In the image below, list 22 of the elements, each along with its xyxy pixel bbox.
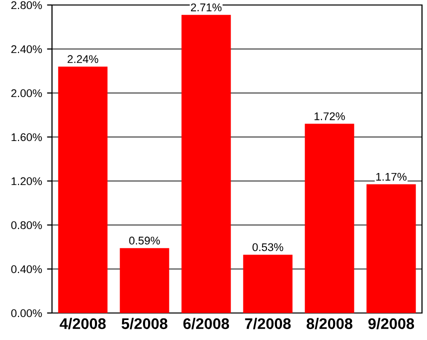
x-tick-label: 8/2008	[306, 318, 352, 330]
y-tick-label: 1.20%	[12, 177, 42, 186]
y-tick-label: 1.60%	[12, 133, 42, 142]
data-label: 2.24%	[68, 55, 98, 63]
x-tick-label: 9/2008	[368, 318, 414, 330]
y-tick-label: 0.40%	[11, 265, 42, 274]
bar	[366, 184, 416, 313]
y-tick-label: 2.80%	[11, 1, 42, 10]
data-label: 1.17%	[376, 172, 407, 181]
data-label: 2.71%	[190, 3, 222, 12]
x-tick-label: 5/2008	[122, 318, 168, 330]
y-tick-label: 2.00%	[11, 89, 42, 98]
x-tick-label: 7/2008	[245, 318, 291, 330]
data-label: 1.72%	[314, 112, 345, 120]
y-tick-label: 2.40%	[11, 45, 42, 54]
bar	[182, 14, 231, 313]
y-tick-label: 0.80%	[11, 221, 42, 230]
data-label: 0.53%	[252, 243, 284, 252]
data-label: 0.59%	[129, 236, 160, 245]
x-tick-label: 6/2008	[183, 318, 230, 330]
x-tick-label: 4/2008	[60, 318, 106, 330]
y-tick-label: 0.00%	[11, 309, 42, 318]
